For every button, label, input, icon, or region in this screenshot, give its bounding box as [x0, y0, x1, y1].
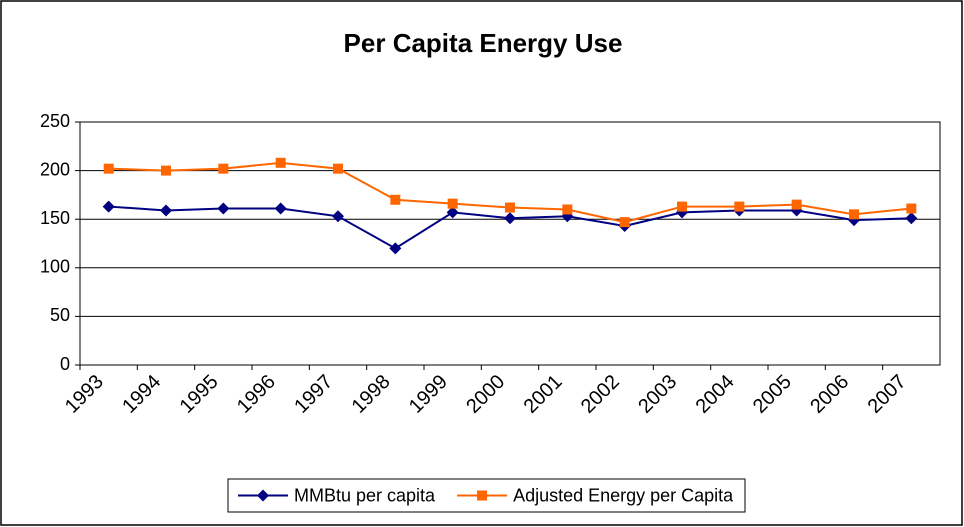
y-tick-label: 250 — [40, 111, 70, 131]
series-marker — [447, 198, 458, 209]
series-marker — [446, 206, 459, 219]
series-marker — [160, 204, 172, 217]
series-marker — [217, 202, 230, 215]
chart-title: Per Capita Energy Use — [344, 28, 623, 58]
legend-box — [227, 478, 746, 513]
legend-label: Adjusted Energy per Capita — [513, 485, 734, 505]
series-marker — [274, 202, 287, 215]
legend-marker — [477, 490, 488, 501]
series-marker — [390, 194, 401, 205]
series-marker — [389, 242, 402, 255]
series-marker — [218, 163, 229, 174]
series-marker — [906, 203, 917, 214]
series-marker — [562, 204, 573, 215]
legend-label: MMBtu per capita — [294, 485, 436, 505]
y-tick-label: 50 — [50, 305, 70, 325]
legend-marker — [257, 489, 269, 502]
series-marker — [332, 210, 344, 223]
series-marker — [504, 212, 516, 225]
series-marker — [333, 163, 343, 174]
series-marker — [505, 202, 515, 213]
series-marker — [161, 165, 171, 176]
series-marker — [734, 201, 745, 212]
y-tick-label: 100 — [40, 257, 70, 277]
series-marker — [905, 212, 918, 225]
plot-border — [79, 121, 941, 366]
series-marker — [849, 209, 859, 220]
series-marker — [791, 199, 802, 210]
series-marker — [102, 200, 115, 213]
y-tick-label: 200 — [40, 159, 70, 179]
series-marker — [619, 217, 630, 228]
series-marker — [103, 163, 114, 174]
y-tick-label: 150 — [40, 208, 70, 228]
y-tick-label: 0 — [60, 354, 70, 374]
series-marker — [677, 201, 687, 212]
series-marker — [275, 157, 286, 168]
